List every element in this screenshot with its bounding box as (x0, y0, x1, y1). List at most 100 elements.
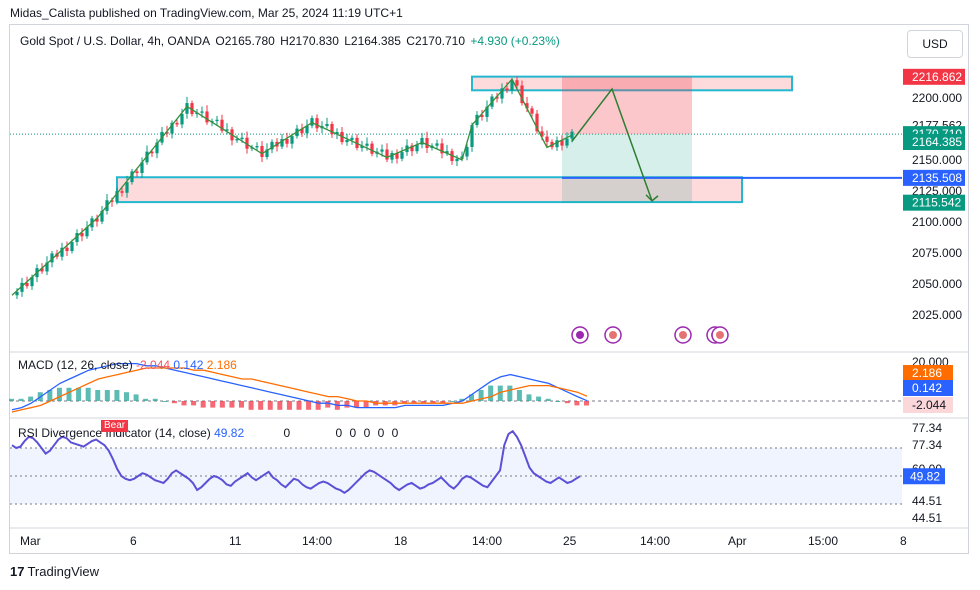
macd-hist-bar (459, 398, 465, 401)
candle-body (265, 149, 269, 158)
candle-body (510, 80, 514, 91)
price-tick-label: 2125.000 (912, 184, 962, 198)
macd-hist-bar (258, 401, 264, 410)
macd-legend: MACD (12, 26, close) -2.044 0.142 2.186 (18, 358, 237, 372)
price-tick-label: 2050.000 (912, 277, 962, 291)
macd-hist-bar (449, 401, 455, 402)
macd-hist-bar (507, 385, 513, 401)
time-tick-label: 18 (394, 534, 408, 548)
event-marker-dot (716, 331, 724, 339)
projection-arrow-icon (645, 194, 659, 202)
candle-body (255, 146, 259, 148)
candle-body (65, 247, 69, 252)
macd-label-tag (903, 365, 953, 381)
candle-body (530, 108, 534, 114)
macd-title: MACD (12, 26, close) (18, 358, 133, 372)
rsi-label-tag (903, 468, 945, 485)
macd-hist-bar (133, 394, 139, 401)
divergence-marker: 0 (349, 426, 357, 440)
candle-body (25, 282, 29, 287)
signal-line (11, 367, 588, 413)
candle-body (540, 131, 544, 137)
macd-hist-bar (584, 401, 589, 406)
candle-body (380, 149, 384, 152)
rsi-scale-label: 77.34 (912, 438, 942, 452)
macd-hist-bar (152, 398, 158, 401)
candle-body (315, 118, 319, 129)
candle-body (40, 268, 44, 272)
candle-body (220, 119, 224, 131)
candle-body (445, 151, 449, 154)
macd-hist-bar (574, 401, 580, 406)
macd-label-text: 0.142 (912, 381, 942, 395)
projection-path (571, 87, 653, 202)
macd-hist-bar (104, 390, 110, 401)
stop-loss-area (562, 76, 692, 135)
time-tick-label: 14:00 (302, 534, 332, 548)
candle-body (120, 191, 124, 193)
candle-body (135, 171, 139, 174)
macd-hist-bar (95, 390, 101, 401)
divergence-marker: 0 (363, 426, 371, 440)
candle-body (505, 88, 509, 91)
low-value: L2164.385 (344, 34, 401, 48)
candle-body (95, 218, 99, 222)
grid (10, 133, 968, 529)
rsi-legend: RSI Divergence Indicator (14, close) 49.… (18, 426, 398, 440)
macd-hist-bar (28, 396, 34, 401)
candle-body (410, 145, 414, 152)
candle-body (175, 122, 179, 125)
candle-body (245, 137, 249, 149)
macd-value: 0.142 (173, 358, 204, 372)
price-axes: 2200.0002177.5622150.0002125.0002100.000… (903, 68, 965, 322)
candle-body (325, 123, 329, 127)
candle-body (30, 277, 34, 287)
macd-hist-bar (564, 401, 570, 404)
macd-hist-bar (200, 401, 206, 408)
candle-body (225, 129, 229, 131)
bear-divergence-label: Bear (101, 420, 129, 432)
macd-hist-bar (162, 401, 168, 402)
price-tick-label: 2100.000 (912, 215, 962, 229)
tradingview-logo[interactable]: 17 TradingView (10, 564, 99, 579)
signal-value: 2.186 (206, 358, 237, 372)
high-value: H2170.830 (280, 34, 339, 48)
candle-body (235, 139, 239, 141)
macd-hist-bar (191, 401, 197, 406)
macd-hist-bar (545, 398, 551, 401)
candle-body (525, 103, 529, 109)
rsi-scale-label: 44.51 (912, 511, 942, 525)
open-value: O2165.780 (215, 34, 275, 48)
macd-hist-bar (497, 385, 503, 401)
macd-hist-bar (239, 401, 244, 408)
macd-hist-bar (478, 390, 484, 401)
candle-body (100, 210, 104, 222)
candle-body (555, 140, 559, 148)
macd-hist-bar (76, 387, 82, 401)
macd-hist-value: -2.044 (136, 358, 171, 372)
macd-label-tag (903, 380, 953, 396)
currency-button[interactable]: USD (907, 30, 963, 58)
time-tick-label: Mar (20, 534, 41, 548)
time-tick-label: 25 (563, 534, 577, 548)
macd-hist-bar (526, 394, 532, 401)
candle-body (75, 233, 79, 243)
rsi-line (11, 429, 581, 495)
rsi-scale-label: 77.34 (912, 421, 942, 435)
macd-hist-bar (363, 401, 369, 408)
candle-body (125, 182, 129, 193)
candle-body (15, 291, 19, 296)
candle-body (420, 138, 424, 145)
macd-hist-bar (210, 401, 216, 408)
macd-label-tag (903, 397, 953, 413)
macd-hist-bar (469, 394, 474, 401)
macd-hist-bar (219, 401, 225, 408)
symbol-title[interactable]: Gold Spot / U.S. Dollar, 4h, OANDA (20, 34, 211, 48)
candle-body (565, 138, 569, 146)
event-marker-dot (679, 331, 687, 339)
time-tick-label: 11 (229, 534, 242, 548)
candle-body (50, 253, 54, 263)
candle-body (150, 151, 154, 154)
